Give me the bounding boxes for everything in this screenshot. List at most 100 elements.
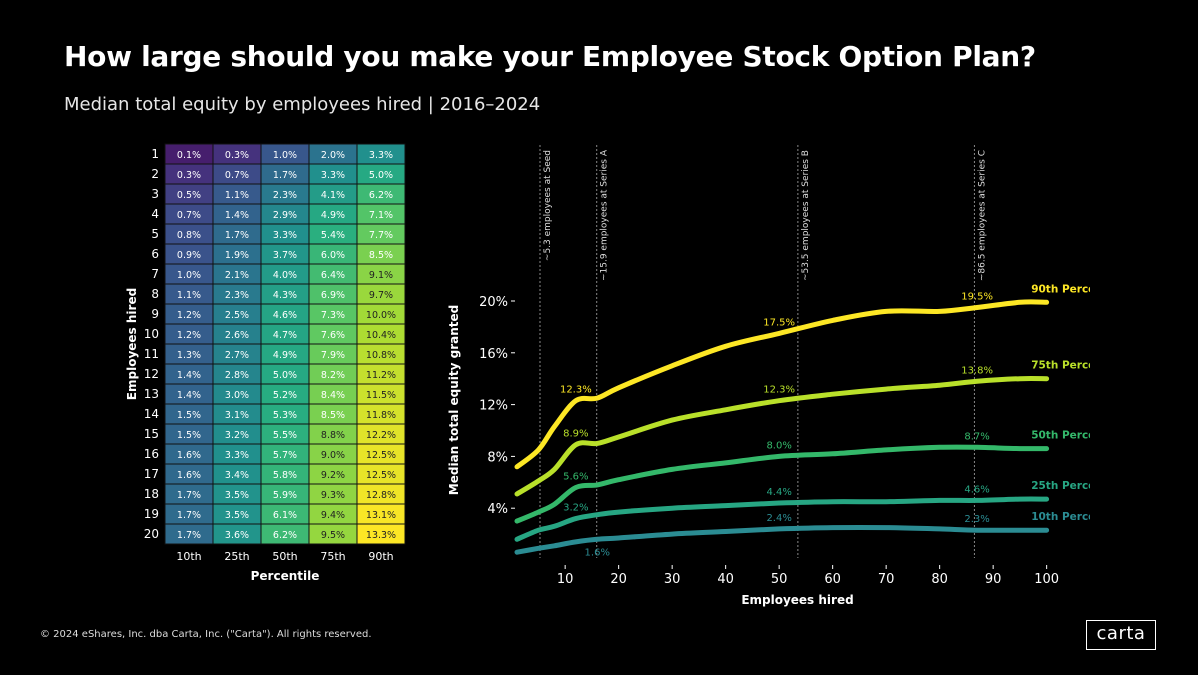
- heatmap-cell-value: 6.0%: [321, 250, 345, 261]
- heatmap-y-axis-label: Employees hired: [125, 288, 139, 400]
- milestone-label: ~53.5 employees at Series B: [801, 150, 811, 281]
- heatmap-cell-value: 5.2%: [273, 390, 297, 401]
- series-line: [514, 376, 1050, 497]
- heatmap-cell-value: 3.5%: [225, 490, 249, 501]
- heatmap-cell-value: 2.3%: [273, 190, 297, 201]
- heatmap-row-label: 9: [151, 307, 159, 321]
- copyright-text: © 2024 eShares, Inc. dba Carta, Inc. ("C…: [40, 629, 372, 640]
- series-value-label: 12.3%: [763, 385, 795, 396]
- heatmap-cell-value: 2.6%: [225, 330, 249, 341]
- heatmap-cell-value: 0.3%: [225, 150, 249, 161]
- heatmap-chart: 1 0.1% 0.3% 1.0% 2.0% 3.3% 2 0.3% 0.7% 1.7% 3.3% 5.…: [125, 143, 406, 583]
- milestone-label: ~5.3 employees at Seed: [543, 150, 553, 261]
- heatmap-row-label: 1: [151, 147, 159, 161]
- heatmap-cell-value: 9.3%: [321, 490, 345, 501]
- heatmap-cell-value: 1.4%: [177, 370, 201, 381]
- heatmap-cell-value: 5.0%: [273, 370, 297, 381]
- heatmap-cell-value: 1.7%: [273, 170, 297, 181]
- heatmap-row-label: 18: [144, 487, 159, 501]
- series-value-label: 2.3%: [964, 514, 989, 525]
- heatmap-cell-value: 1.1%: [225, 190, 249, 201]
- heatmap-cell-value: 11.2%: [366, 370, 396, 381]
- heatmap-cell-value: 3.2%: [225, 430, 249, 441]
- heatmap-cell-value: 1.7%: [177, 490, 201, 501]
- page-title: How large should you make your Employee …: [64, 40, 1036, 73]
- heatmap-row-label: 16: [144, 447, 159, 461]
- heatmap-cell-value: 8.5%: [369, 250, 393, 261]
- heatmap-cell-value: 10.8%: [366, 350, 396, 361]
- page-subtitle: Median total equity by employees hired |…: [64, 94, 541, 115]
- heatmap-column-label: 50th: [272, 550, 297, 563]
- y-tick-label: 4%: [487, 502, 508, 517]
- heatmap-cell-value: 1.3%: [177, 350, 201, 361]
- heatmap-row-label: 14: [144, 407, 159, 421]
- heatmap-cell-value: 0.7%: [225, 170, 249, 181]
- heatmap-cell-value: 3.0%: [225, 390, 249, 401]
- heatmap-column-label: 25th: [224, 550, 249, 563]
- heatmap-row-label: 13: [144, 387, 159, 401]
- heatmap-cell-value: 1.7%: [225, 230, 249, 241]
- heatmap-row-label: 10: [144, 327, 159, 341]
- heatmap-cell-value: 2.0%: [321, 150, 345, 161]
- line-chart: 4% 8% 12% 16% 20% 10 20 30 40 50 60 70 80 90 100 Employ…: [447, 145, 1090, 607]
- heatmap-x-axis-label: Percentile: [251, 569, 320, 583]
- series-value-label: 1.6%: [585, 547, 610, 558]
- heatmap-cell-value: 6.2%: [273, 530, 297, 541]
- heatmap-cell-value: 5.3%: [273, 410, 297, 421]
- x-tick-label: 90: [985, 572, 1002, 587]
- series-line: [514, 299, 1050, 470]
- series-line: [514, 444, 1050, 524]
- carta-logo: carta: [1086, 620, 1156, 650]
- heatmap-cell-value: 6.4%: [321, 270, 345, 281]
- heatmap-cell-value: 5.9%: [273, 490, 297, 501]
- heatmap-cell-value: 7.9%: [321, 350, 345, 361]
- heatmap-cell-value: 7.1%: [369, 210, 393, 221]
- heatmap-row-label: 6: [151, 247, 159, 261]
- heatmap-cell-value: 1.7%: [177, 510, 201, 521]
- heatmap-cell-value: 5.8%: [273, 470, 297, 481]
- heatmap-row-label: 3: [151, 187, 159, 201]
- x-tick-label: 20: [610, 572, 627, 587]
- heatmap-cell-value: 1.0%: [177, 270, 201, 281]
- heatmap-row-label: 2: [151, 167, 159, 181]
- x-tick-label: 60: [824, 572, 841, 587]
- heatmap-cell-value: 5.4%: [321, 230, 345, 241]
- heatmap-cell-value: 13.3%: [366, 530, 396, 541]
- series-line: [514, 496, 1050, 542]
- heatmap-cell-value: 1.0%: [273, 150, 297, 161]
- y-tick-label: 8%: [487, 450, 508, 465]
- heatmap-cell-value: 2.8%: [225, 370, 249, 381]
- milestone-label: ~86.5 employees at Series C: [977, 150, 987, 281]
- heatmap-column-label: 90th: [368, 550, 393, 563]
- y-tick-label: 16%: [479, 347, 508, 362]
- series-value-label: 8.0%: [766, 440, 791, 451]
- heatmap-cell-value: 1.4%: [225, 210, 249, 221]
- heatmap-cell-value: 3.4%: [225, 470, 249, 481]
- series-line: [514, 524, 1050, 555]
- heatmap-cell-value: 8.2%: [321, 370, 345, 381]
- heatmap-cell: [356, 523, 406, 545]
- heatmap-cell-value: 2.3%: [225, 290, 249, 301]
- heatmap-cell-value: 3.1%: [225, 410, 249, 421]
- heatmap-cell-value: 4.9%: [321, 210, 345, 221]
- heatmap-cell-value: 5.7%: [273, 450, 297, 461]
- x-tick-label: 40: [717, 572, 734, 587]
- series-value-label: 2.4%: [766, 513, 791, 524]
- heatmap-cell-value: 4.3%: [273, 290, 297, 301]
- heatmap-cell-value: 1.4%: [177, 390, 201, 401]
- heatmap-row-label: 19: [144, 507, 159, 521]
- heatmap-row-label: 17: [144, 467, 159, 481]
- heatmap-cell-value: 5.5%: [273, 430, 297, 441]
- heatmap-cell-value: 3.6%: [225, 530, 249, 541]
- heatmap-cell-value: 0.5%: [177, 190, 201, 201]
- y-tick-label: 12%: [479, 399, 508, 414]
- heatmap-cell-value: 0.1%: [177, 150, 201, 161]
- series-name-label: 75th Percentile: [1031, 360, 1090, 372]
- heatmap-cell-value: 1.5%: [177, 410, 201, 421]
- series-value-label: 19.5%: [961, 291, 993, 302]
- heatmap-cell-value: 4.9%: [273, 350, 297, 361]
- heatmap-row-label: 4: [151, 207, 159, 221]
- series-value-label: 4.4%: [766, 487, 791, 498]
- heatmap-cell-value: 10.0%: [366, 310, 396, 321]
- heatmap-cell-value: 3.3%: [225, 450, 249, 461]
